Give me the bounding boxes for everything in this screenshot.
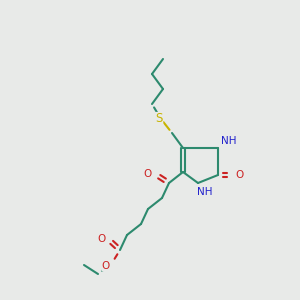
Text: O: O — [235, 170, 243, 180]
Text: O: O — [144, 169, 152, 179]
Text: S: S — [155, 112, 163, 125]
Text: O: O — [97, 234, 105, 244]
Text: NH: NH — [197, 187, 213, 197]
Text: O: O — [102, 261, 110, 271]
Text: NH: NH — [221, 136, 237, 146]
